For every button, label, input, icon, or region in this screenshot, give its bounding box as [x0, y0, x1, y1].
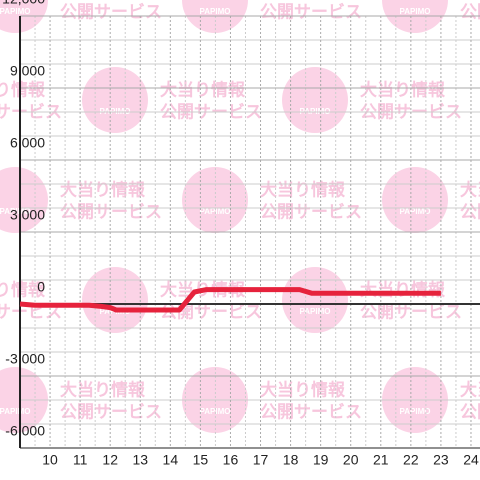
watermark-logo-text: PAPIMO: [0, 207, 30, 216]
watermark-logo: [0, 167, 48, 233]
y-tick-label: 6,000: [10, 135, 45, 151]
y-tick-label: -3,000: [5, 351, 45, 367]
watermark-logo-text: PAPIMO: [0, 7, 30, 16]
watermark-text: 公開サービス: [260, 2, 362, 21]
x-tick-label: 16: [223, 452, 239, 468]
watermark-text: 公開サービス: [260, 202, 362, 221]
watermark-text: 大当り情報: [460, 179, 480, 199]
y-tick-label: 0: [37, 279, 45, 295]
watermark-logo: [82, 267, 148, 333]
watermark-text: 大当り情報: [460, 379, 480, 399]
watermark-logo: [282, 67, 348, 133]
plot: -6,000 -3,000 0 3,000 6,000 9,000 12,000 10 11 12…: [2, 0, 480, 468]
y-tick-label: 12,000: [2, 0, 45, 7]
watermark-text: 公開サービス: [60, 2, 162, 21]
y-tick-label: -6,000: [5, 423, 45, 439]
watermark-text: 公開サービス: [260, 402, 362, 421]
watermark-text: 公開サービス: [60, 402, 162, 421]
watermark-text: 公開サービス: [360, 302, 462, 321]
x-tick-label: 21: [373, 452, 389, 468]
watermark-text: 公開サービス: [460, 202, 480, 221]
x-tick-label: 11: [73, 452, 88, 468]
watermark-logo: [82, 67, 148, 133]
watermark-text: 大当り情報: [0, 279, 46, 299]
watermark-logo-text: PAPIMO: [200, 7, 231, 16]
watermark-logo-text: PAPIMO: [400, 207, 431, 216]
x-tick-label: 19: [313, 452, 329, 468]
watermark-logo-text: PAPIMO: [300, 307, 331, 316]
watermark-logo-text: PAPIMO: [400, 407, 431, 416]
watermark-logo: [382, 167, 448, 233]
x-tick-label: 18: [283, 452, 299, 468]
x-tick-label: 12: [102, 452, 118, 468]
watermark-logo-text: PAPIMO: [200, 207, 231, 216]
watermark-text: 大当り情報: [60, 379, 146, 399]
watermark-text: 公開サービス: [460, 2, 480, 21]
data-line: [19, 287, 441, 313]
x-tick-label: 17: [253, 452, 269, 468]
watermark-logo-text: PAPIMO: [400, 7, 431, 16]
x-tick-label: 14: [163, 452, 179, 468]
watermark-logo-text: PAPIMO: [200, 407, 231, 416]
watermarks: PAPIMO大当り情報公開サービスPAPIMO大当り情報公開サービスPAPIMO…: [0, 0, 480, 433]
x-tick-label: 24: [463, 452, 479, 468]
watermark-logo: [282, 267, 348, 333]
y-tick-label: 3,000: [10, 207, 45, 223]
watermark-text: 大当り情報: [260, 179, 346, 199]
watermark-text: 大当り情報: [360, 279, 446, 299]
y-tick-label: 9,000: [10, 63, 45, 79]
x-tick-label: 13: [132, 452, 148, 468]
watermark-text: 大当り情報: [160, 79, 246, 99]
x-tick-label: 23: [433, 452, 449, 468]
watermark-text: 大当り情報: [360, 79, 446, 99]
x-tick-label: 15: [193, 452, 209, 468]
x-tick-label: 20: [343, 452, 359, 468]
watermark-text: 大当り情報: [260, 379, 346, 399]
watermark-text: 大当り情報: [0, 79, 46, 99]
watermark-text: 公開サービス: [60, 202, 162, 221]
watermark-text: 公開サービス: [460, 402, 480, 421]
watermark-logo-text: PAPIMO: [0, 407, 30, 416]
x-tick-label: 22: [403, 452, 419, 468]
x-tick-label: 10: [42, 452, 58, 468]
watermark-text: 大当り情報: [60, 179, 146, 199]
